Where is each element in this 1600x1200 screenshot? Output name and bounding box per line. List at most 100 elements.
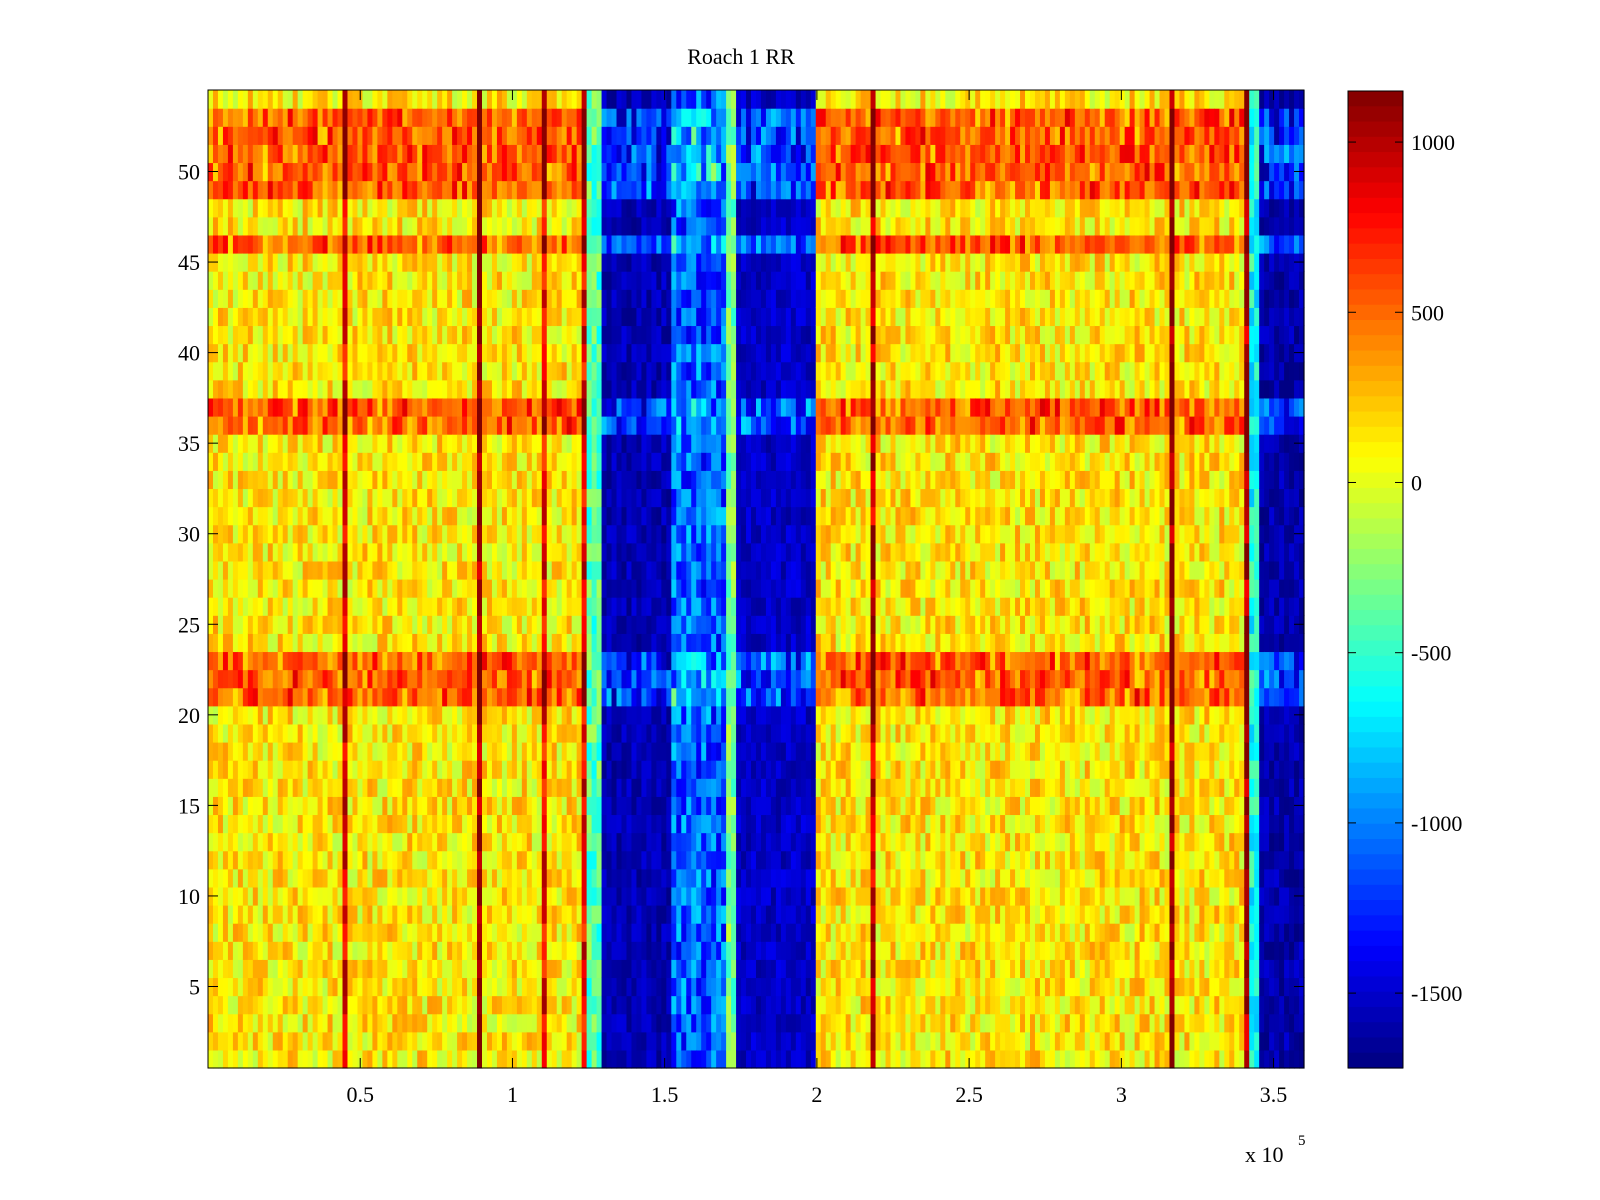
heatmap-cell [332,470,339,490]
heatmap-cell [511,325,518,345]
heatmap-cell [531,180,538,200]
heatmap-cell [217,705,224,725]
heatmap-cell [242,778,249,797]
heatmap-cell [467,361,473,381]
heatmap-cell [377,325,383,345]
heatmap-cell [297,542,304,562]
heatmap-cell [262,832,269,852]
heatmap-cell [422,905,428,924]
heatmap-cell [666,579,672,598]
heatmap-cell [646,941,652,960]
heatmap-cell [541,832,548,852]
heatmap-cell [417,778,423,797]
heatmap-cell [586,397,593,417]
heatmap-cell [656,361,662,381]
heatmap-cell [447,307,453,327]
heatmap-cell [591,560,598,580]
heatmap-cell [302,651,309,671]
heatmap-cell [292,560,299,580]
heatmap-cell [641,850,647,870]
heatmap-cell [272,796,279,816]
heatmap-cell [422,452,428,471]
heatmap-cell [352,307,359,327]
heatmap-cell [422,778,428,797]
heatmap-cell [282,434,289,453]
heatmap-cell [477,506,483,526]
heatmap-cell [317,597,324,616]
heatmap-cell [212,687,219,707]
heatmap-cell [227,796,234,816]
heatmap-area [207,89,1305,1069]
heatmap-cell [486,633,493,653]
heatmap-cell [252,1013,259,1033]
heatmap-cell [307,470,314,490]
heatmap-cell [531,524,538,544]
heatmap-cell [462,669,468,689]
heatmap-cell [377,470,383,490]
heatmap-cell [472,108,478,127]
heatmap-cell [277,633,284,653]
heatmap-cell [307,723,314,743]
heatmap-cell [452,108,458,127]
heatmap-cell [526,470,533,490]
heatmap-cell [641,886,647,906]
heatmap-cell [412,126,418,145]
heatmap-cell [541,796,548,816]
heatmap-cell [496,868,503,888]
heatmap-cell [252,633,259,653]
heatmap-cell [257,633,264,653]
heatmap-cell [491,669,498,689]
heatmap-cell [646,886,652,906]
heatmap-cell [651,579,657,598]
heatmap-cell [247,488,254,508]
heatmap-cell [646,615,652,634]
heatmap-cell [372,959,378,979]
heatmap-cell [362,923,369,942]
heatmap-cell [267,397,274,417]
heatmap-cell [447,506,453,526]
heatmap-cell [417,488,423,508]
heatmap-cell [332,760,339,779]
heatmap-cell [272,778,279,797]
heatmap-cell [437,832,443,852]
heatmap-cell [272,850,279,870]
heatmap-cell [586,416,593,435]
heatmap-cell [591,832,598,852]
heatmap-cell [626,234,633,254]
heatmap-cell [626,416,633,435]
heatmap-cell [337,271,344,290]
heatmap-cell [511,524,518,544]
heatmap-cell [422,379,428,399]
heatmap-cell [252,886,259,906]
heatmap-cell [656,144,662,164]
heatmap-cell [621,397,628,417]
heatmap-cell [217,1013,224,1033]
heatmap-cell [511,108,518,127]
heatmap-cell [427,416,433,435]
heatmap-cell [262,361,269,381]
heatmap-cell [262,162,269,182]
heatmap-cell [432,289,438,308]
heatmap-cell [596,923,603,942]
heatmap-cell [232,488,239,508]
heatmap-cell [337,796,344,816]
heatmap-cell [432,814,438,834]
heatmap-cell [212,198,219,218]
heatmap-cell [496,470,503,490]
heatmap-cell [516,470,523,490]
heatmap-cell [312,977,319,997]
heatmap-cell [432,579,438,598]
heatmap-cell [247,234,254,254]
heatmap-cell [382,452,388,471]
heatmap-cell [297,814,304,834]
heatmap-cell [208,379,214,399]
heatmap-cell [217,778,224,797]
heatmap-cell [631,126,638,145]
heatmap-cell [347,488,354,508]
heatmap-cell [656,796,662,816]
heatmap-cell [327,669,334,689]
heatmap-cell [317,216,324,236]
heatmap-cell [636,560,643,580]
heatmap-cell [272,705,279,725]
heatmap-cell [546,941,553,960]
